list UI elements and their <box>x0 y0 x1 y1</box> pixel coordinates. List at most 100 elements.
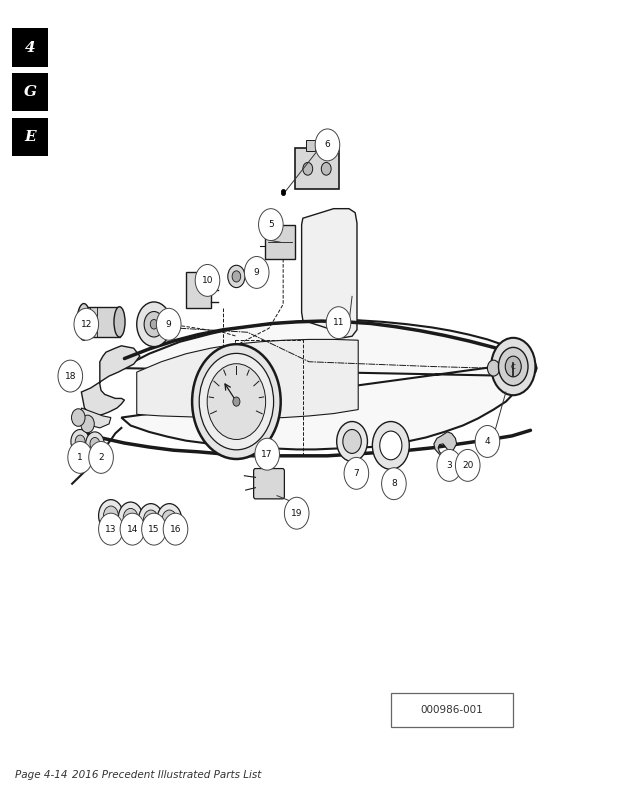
Circle shape <box>137 302 171 346</box>
Circle shape <box>499 347 528 386</box>
Circle shape <box>142 514 166 545</box>
Circle shape <box>162 510 177 529</box>
Text: G: G <box>24 86 37 99</box>
Circle shape <box>228 266 245 287</box>
Text: Page 4-14: Page 4-14 <box>15 770 67 780</box>
Text: 14: 14 <box>127 525 138 534</box>
FancyBboxPatch shape <box>12 118 48 156</box>
Circle shape <box>150 319 158 329</box>
Circle shape <box>379 431 402 460</box>
Circle shape <box>81 415 95 433</box>
Circle shape <box>120 514 145 545</box>
Polygon shape <box>302 209 357 338</box>
FancyBboxPatch shape <box>12 29 48 66</box>
Text: 2: 2 <box>98 453 104 462</box>
Circle shape <box>144 311 164 337</box>
Circle shape <box>255 438 279 470</box>
Circle shape <box>138 504 163 535</box>
FancyBboxPatch shape <box>391 694 514 727</box>
Circle shape <box>381 468 406 500</box>
Circle shape <box>232 271 240 282</box>
Circle shape <box>157 504 182 535</box>
Circle shape <box>89 442 113 474</box>
Text: 6: 6 <box>324 140 331 150</box>
Circle shape <box>192 344 281 459</box>
FancyBboxPatch shape <box>295 149 339 189</box>
Circle shape <box>475 426 500 458</box>
FancyBboxPatch shape <box>265 226 295 259</box>
Text: C: C <box>511 363 515 370</box>
FancyBboxPatch shape <box>12 73 48 111</box>
Polygon shape <box>434 432 457 458</box>
Circle shape <box>258 209 283 241</box>
Text: 9: 9 <box>166 320 172 329</box>
Circle shape <box>491 338 535 395</box>
Circle shape <box>86 432 104 456</box>
Circle shape <box>99 514 123 545</box>
Circle shape <box>143 510 158 529</box>
Circle shape <box>321 162 331 175</box>
Circle shape <box>163 514 188 545</box>
Circle shape <box>326 306 351 338</box>
Text: 16: 16 <box>170 525 181 534</box>
Text: 4: 4 <box>25 41 36 54</box>
Text: 15: 15 <box>148 525 159 534</box>
Text: 10: 10 <box>201 276 213 285</box>
Circle shape <box>58 360 83 392</box>
Text: 9: 9 <box>254 268 260 277</box>
Text: 13: 13 <box>105 525 117 534</box>
Ellipse shape <box>114 306 125 337</box>
Circle shape <box>373 422 409 470</box>
Circle shape <box>244 257 269 288</box>
Circle shape <box>343 430 362 454</box>
Circle shape <box>104 506 118 525</box>
Circle shape <box>207 364 266 439</box>
Circle shape <box>90 438 100 450</box>
Text: 18: 18 <box>64 371 76 381</box>
FancyBboxPatch shape <box>306 140 315 151</box>
FancyBboxPatch shape <box>253 469 284 499</box>
Circle shape <box>68 442 93 474</box>
Text: E: E <box>25 130 36 144</box>
Circle shape <box>199 354 274 450</box>
Circle shape <box>75 435 85 448</box>
Circle shape <box>67 370 82 390</box>
Polygon shape <box>121 320 536 450</box>
Circle shape <box>488 360 500 376</box>
Circle shape <box>74 308 99 340</box>
Text: 8: 8 <box>391 479 397 488</box>
Circle shape <box>72 409 85 426</box>
Circle shape <box>99 500 123 531</box>
Circle shape <box>118 502 143 534</box>
Circle shape <box>315 129 340 161</box>
Ellipse shape <box>80 313 88 330</box>
Polygon shape <box>82 408 111 428</box>
Text: 1: 1 <box>77 453 83 462</box>
Circle shape <box>303 162 313 175</box>
Text: 11: 11 <box>332 318 344 327</box>
Text: 7: 7 <box>353 469 359 478</box>
Circle shape <box>337 422 368 462</box>
Text: 4: 4 <box>485 437 490 446</box>
Text: 17: 17 <box>261 450 273 458</box>
FancyBboxPatch shape <box>324 140 334 151</box>
Circle shape <box>123 509 138 527</box>
Text: 12: 12 <box>80 320 92 329</box>
Polygon shape <box>137 339 358 418</box>
Text: 19: 19 <box>291 509 302 518</box>
Text: 20: 20 <box>462 461 473 470</box>
Circle shape <box>233 397 240 406</box>
Circle shape <box>195 265 220 296</box>
Text: 2016 Precedent Illustrated Parts List: 2016 Precedent Illustrated Parts List <box>72 770 261 780</box>
Ellipse shape <box>77 303 91 340</box>
Circle shape <box>455 450 480 482</box>
Circle shape <box>506 356 521 377</box>
FancyBboxPatch shape <box>186 272 211 308</box>
Polygon shape <box>82 346 140 416</box>
FancyBboxPatch shape <box>84 306 119 337</box>
Text: 000986-001: 000986-001 <box>421 705 483 715</box>
Circle shape <box>284 498 309 529</box>
Circle shape <box>156 308 181 340</box>
Circle shape <box>437 450 462 482</box>
Text: 3: 3 <box>446 461 452 470</box>
